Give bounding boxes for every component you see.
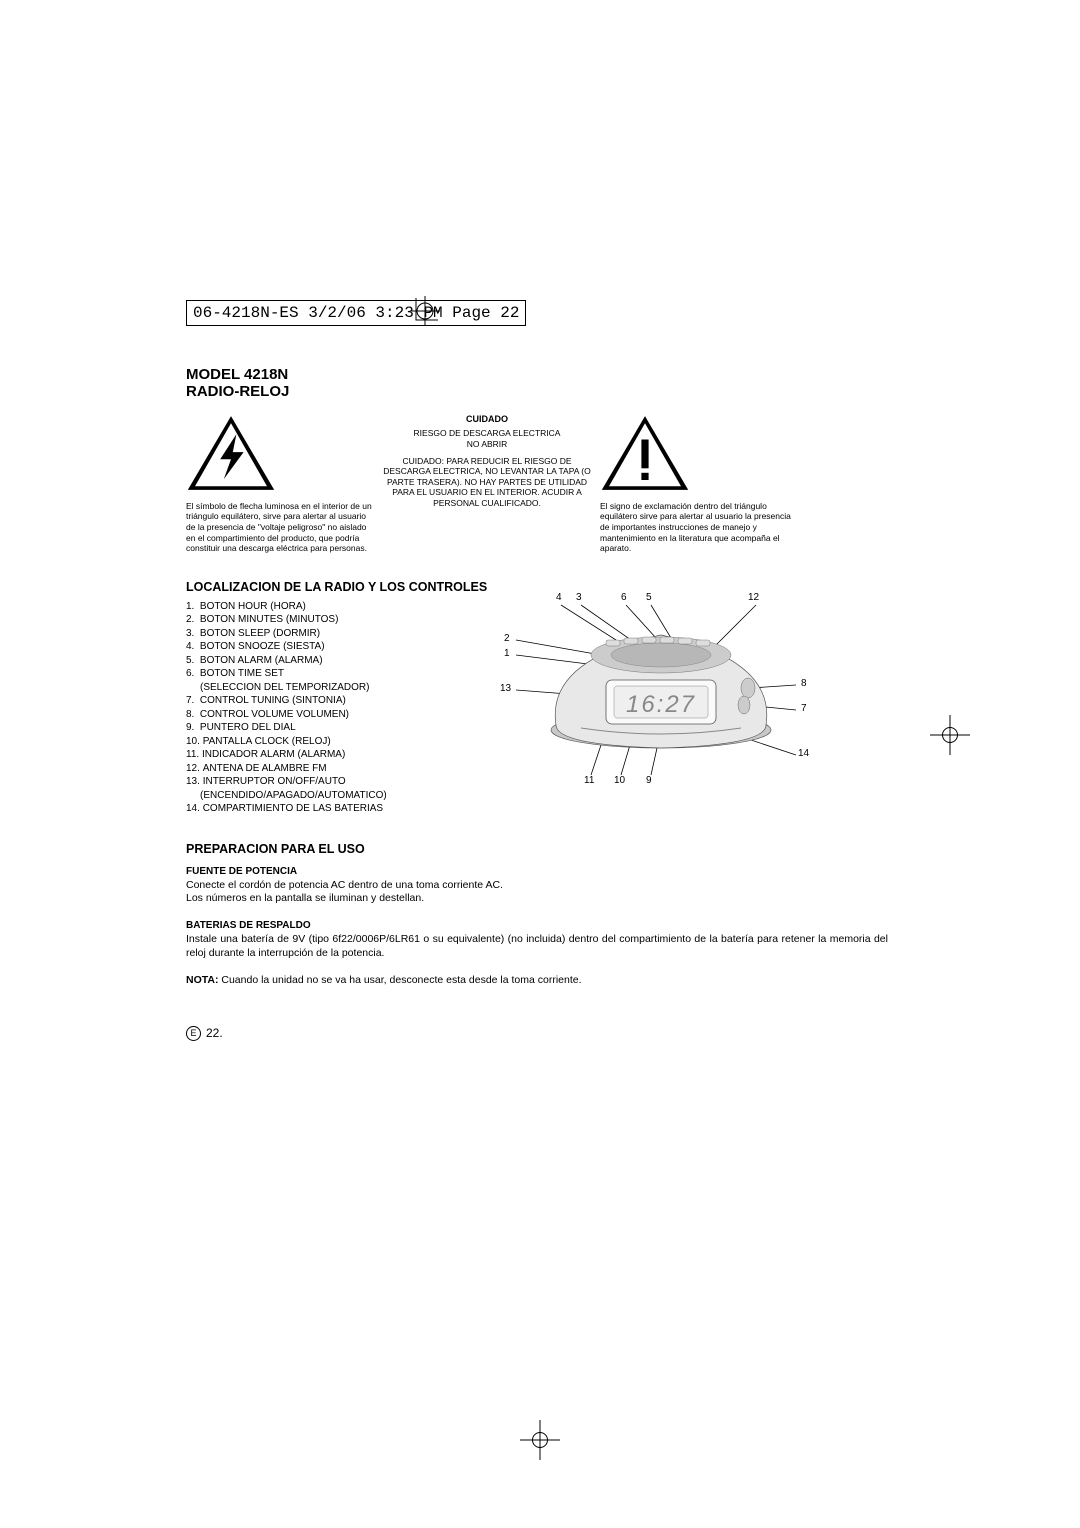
warning-right-text: El signo de exclamación dentro del trián… xyxy=(600,501,796,554)
warning-left: El símbolo de flecha luminosa en el inte… xyxy=(186,414,374,554)
product-title: RADIO-RELOJ xyxy=(186,383,888,400)
power-body: Conecte el cordón de potencia AC dentro … xyxy=(186,879,888,906)
exclamation-triangle-icon xyxy=(600,414,690,492)
power-subhead: FUENTE DE POTENCIA xyxy=(186,866,888,877)
page-content: 06-4218N-ES 3/2/06 3:23 PM Page 22 MODEL… xyxy=(186,300,888,1041)
radio-svg: 16:27 xyxy=(486,600,826,790)
controls-row: 1. BOTON HOUR (HORA) 2. BOTON MINUTES (M… xyxy=(186,600,888,816)
warning-left-text: El símbolo de flecha luminosa en el inte… xyxy=(186,501,374,554)
cuidado-body: CUIDADO: PARA REDUCIR EL RIESGO DE DESCA… xyxy=(382,456,592,509)
page-number: 22. xyxy=(206,1026,223,1040)
battery-subhead: BATERIAS DE RESPALDO xyxy=(186,920,888,931)
prep-heading: PREPARACION PARA EL USO xyxy=(186,842,888,856)
radio-diagram: 16:27 4 3 6 5 12 2 1 13 8 7 14 11 10 9 xyxy=(486,600,826,790)
note-line: NOTA: Cuando la unidad no se va ha usar,… xyxy=(186,974,888,988)
model-title: MODEL 4218N xyxy=(186,366,888,383)
controls-heading: LOCALIZACION DE LA RADIO Y LOS CONTROLES xyxy=(186,580,888,594)
crop-mark-header: 06-4218N-ES 3/2/06 3:23 PM Page 22 xyxy=(186,300,526,326)
controls-list: 1. BOTON HOUR (HORA) 2. BOTON MINUTES (M… xyxy=(186,600,466,816)
warning-right: El signo de exclamación dentro del trián… xyxy=(600,414,796,554)
warning-row: El símbolo de flecha luminosa en el inte… xyxy=(186,414,888,554)
svg-text:16:27: 16:27 xyxy=(626,691,696,718)
warning-mid: CUIDADO RIESGO DE DESCARGA ELECTRICA NO … xyxy=(382,414,592,509)
page-footer: E 22. xyxy=(186,1026,888,1041)
battery-body: Instale una batería de 9V (tipo 6f22/000… xyxy=(186,933,888,960)
crop-text: 06-4218N-ES 3/2/06 3:23 PM Page 22 xyxy=(193,304,519,322)
cuidado-title: CUIDADO xyxy=(382,414,592,425)
cuidado-line2: NO ABRIR xyxy=(382,439,592,450)
language-badge: E xyxy=(186,1026,201,1041)
note-label: NOTA: xyxy=(186,974,218,986)
title-block: MODEL 4218N RADIO-RELOJ xyxy=(186,366,888,400)
crop-mark-icon xyxy=(410,296,440,326)
voltage-triangle-icon xyxy=(186,414,276,492)
registration-mark-right xyxy=(930,715,970,755)
cuidado-line1: RIESGO DE DESCARGA ELECTRICA xyxy=(382,428,592,439)
note-body: Cuando la unidad no se va ha usar, desco… xyxy=(218,974,581,986)
registration-mark-bottom xyxy=(520,1420,560,1460)
